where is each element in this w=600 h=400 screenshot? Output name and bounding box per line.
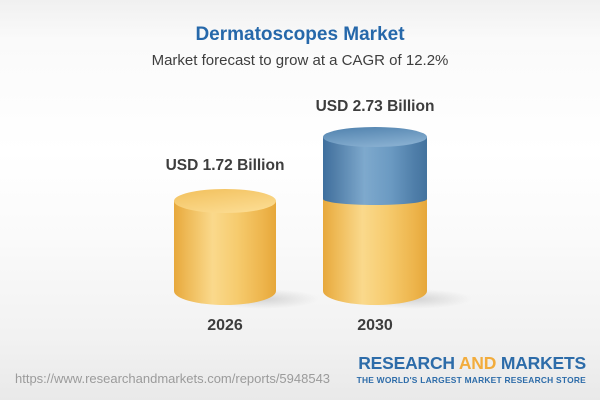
bar-2026-top-face [174,189,276,213]
value-label-2030: USD 2.73 Billion [315,98,435,115]
bar-2030-base-segment [323,199,427,305]
logo-word-markets: MARKETS [500,353,586,373]
chart-title: Dermatoscopes Market [195,24,405,45]
chart-subtitle: Market forecast to grow at a CAGR of 12.… [151,52,449,69]
x-tick-2026: 2026 [207,317,243,334]
bar-2030 [323,127,427,305]
bar-2026-body [174,201,276,305]
x-tick-2030: 2030 [357,317,393,334]
report-url: https://www.researchandmarkets.com/repor… [15,371,331,386]
bar-2030-top-face [323,127,427,147]
bar-2030-growth-segment [323,137,427,205]
logo-word-and: AND [458,353,497,373]
logo-wordmark: RESEARCH AND MARKETS [357,353,586,373]
bar-2026 [174,189,276,305]
value-label-2026: USD 1.72 Billion [165,157,285,174]
logo-word-research: RESEARCH [358,353,455,373]
logo-tagline: THE WORLD'S LARGEST MARKET RESEARCH STOR… [356,374,586,385]
company-logo: RESEARCH AND MARKETS THE WORLD'S LARGEST… [356,353,587,385]
